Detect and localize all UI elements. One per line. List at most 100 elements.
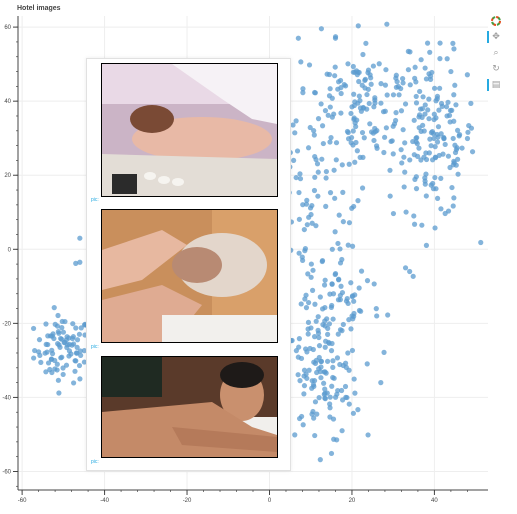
scatter-point[interactable] — [438, 206, 443, 211]
scatter-point[interactable] — [318, 294, 323, 299]
scatter-point[interactable] — [335, 355, 340, 360]
scatter-point[interactable] — [320, 306, 325, 311]
scatter-point[interactable] — [307, 62, 312, 67]
scatter-point[interactable] — [311, 347, 316, 352]
scatter-point[interactable] — [396, 84, 401, 89]
scatter-point[interactable] — [374, 313, 379, 318]
scatter-point[interactable] — [384, 22, 389, 27]
scatter-point[interactable] — [350, 348, 355, 353]
scatter-point[interactable] — [448, 69, 453, 74]
scatter-point[interactable] — [75, 337, 80, 342]
scatter-point[interactable] — [64, 363, 69, 368]
scatter-point[interactable] — [306, 320, 311, 325]
scatter-point[interactable] — [445, 100, 450, 105]
scatter-point[interactable] — [326, 113, 331, 118]
scatter-point[interactable] — [314, 319, 319, 324]
scatter-point[interactable] — [426, 116, 431, 121]
scatter-point[interactable] — [382, 135, 387, 140]
scatter-point[interactable] — [413, 65, 418, 70]
scatter-point[interactable] — [418, 106, 423, 111]
scatter-point[interactable] — [327, 139, 332, 144]
scatter-point[interactable] — [301, 391, 306, 396]
scatter-point[interactable] — [388, 193, 393, 198]
scatter-point[interactable] — [377, 61, 382, 66]
scatter-point[interactable] — [346, 301, 351, 306]
scatter-point[interactable] — [335, 87, 340, 92]
scatter-point[interactable] — [361, 105, 366, 110]
scatter-point[interactable] — [352, 99, 357, 104]
scatter-point[interactable] — [50, 333, 55, 338]
scatter-point[interactable] — [323, 339, 328, 344]
scatter-point[interactable] — [423, 65, 428, 70]
scatter-point[interactable] — [338, 327, 343, 332]
scatter-point[interactable] — [61, 372, 66, 377]
scatter-point[interactable] — [73, 261, 78, 266]
scatter-point[interactable] — [430, 181, 435, 186]
scatter-point[interactable] — [432, 225, 437, 230]
scatter-point[interactable] — [337, 362, 342, 367]
scatter-point[interactable] — [308, 205, 313, 210]
scatter-point[interactable] — [312, 188, 317, 193]
scatter-point[interactable] — [345, 61, 350, 66]
scatter-point[interactable] — [412, 177, 417, 182]
scatter-point[interactable] — [312, 302, 317, 307]
scatter-point[interactable] — [329, 348, 334, 353]
scatter-point[interactable] — [313, 90, 318, 95]
scatter-point[interactable] — [360, 83, 365, 88]
scatter-point[interactable] — [37, 337, 42, 342]
hover-icon[interactable]: ▤ — [489, 78, 503, 92]
scatter-point[interactable] — [452, 83, 457, 88]
scatter-point[interactable] — [418, 157, 423, 162]
scatter-point[interactable] — [372, 281, 377, 286]
scatter-point[interactable] — [357, 285, 362, 290]
scatter-point[interactable] — [316, 335, 321, 340]
scatter-point[interactable] — [468, 101, 473, 106]
scatter-point[interactable] — [55, 362, 60, 367]
scatter-point[interactable] — [355, 407, 360, 412]
scatter-point[interactable] — [378, 380, 383, 385]
scatter-point[interactable] — [316, 170, 321, 175]
scatter-point[interactable] — [435, 196, 440, 201]
scatter-point[interactable] — [316, 366, 321, 371]
scatter-point[interactable] — [36, 349, 41, 354]
scatter-point[interactable] — [470, 149, 475, 154]
scatter-point[interactable] — [363, 77, 368, 82]
scatter-point[interactable] — [362, 135, 367, 140]
scatter-point[interactable] — [358, 309, 363, 314]
scatter-point[interactable] — [77, 236, 82, 241]
scatter-point[interactable] — [423, 182, 428, 187]
scatter-point[interactable] — [343, 384, 348, 389]
scatter-point[interactable] — [374, 306, 379, 311]
scatter-point[interactable] — [459, 145, 464, 150]
scatter-point[interactable] — [331, 316, 336, 321]
scatter-point[interactable] — [327, 321, 332, 326]
scatter-point[interactable] — [320, 322, 325, 327]
scatter-point[interactable] — [435, 139, 440, 144]
scatter-point[interactable] — [302, 383, 307, 388]
scatter-point[interactable] — [348, 280, 353, 285]
scatter-point[interactable] — [330, 365, 335, 370]
scatter-point[interactable] — [308, 325, 313, 330]
scatter-point[interactable] — [336, 332, 341, 337]
scatter-point[interactable] — [391, 92, 396, 97]
scatter-point[interactable] — [381, 350, 386, 355]
scatter-point[interactable] — [371, 138, 376, 143]
scatter-point[interactable] — [357, 98, 362, 103]
scatter-point[interactable] — [321, 369, 326, 374]
scatter-point[interactable] — [308, 212, 313, 217]
scatter-point[interactable] — [427, 50, 432, 55]
scatter-point[interactable] — [360, 130, 365, 135]
scatter-point[interactable] — [339, 257, 344, 262]
scatter-point[interactable] — [352, 160, 357, 165]
scatter-point[interactable] — [310, 378, 315, 383]
scatter-point[interactable] — [301, 422, 306, 427]
scatter-point[interactable] — [334, 157, 339, 162]
scatter-point[interactable] — [59, 325, 64, 330]
scatter-point[interactable] — [433, 155, 438, 160]
scatter-point[interactable] — [333, 395, 338, 400]
scatter-point[interactable] — [446, 154, 451, 159]
scatter-point[interactable] — [310, 288, 315, 293]
scatter-point[interactable] — [451, 46, 456, 51]
scatter-point[interactable] — [330, 96, 335, 101]
scatter-point[interactable] — [292, 130, 297, 135]
